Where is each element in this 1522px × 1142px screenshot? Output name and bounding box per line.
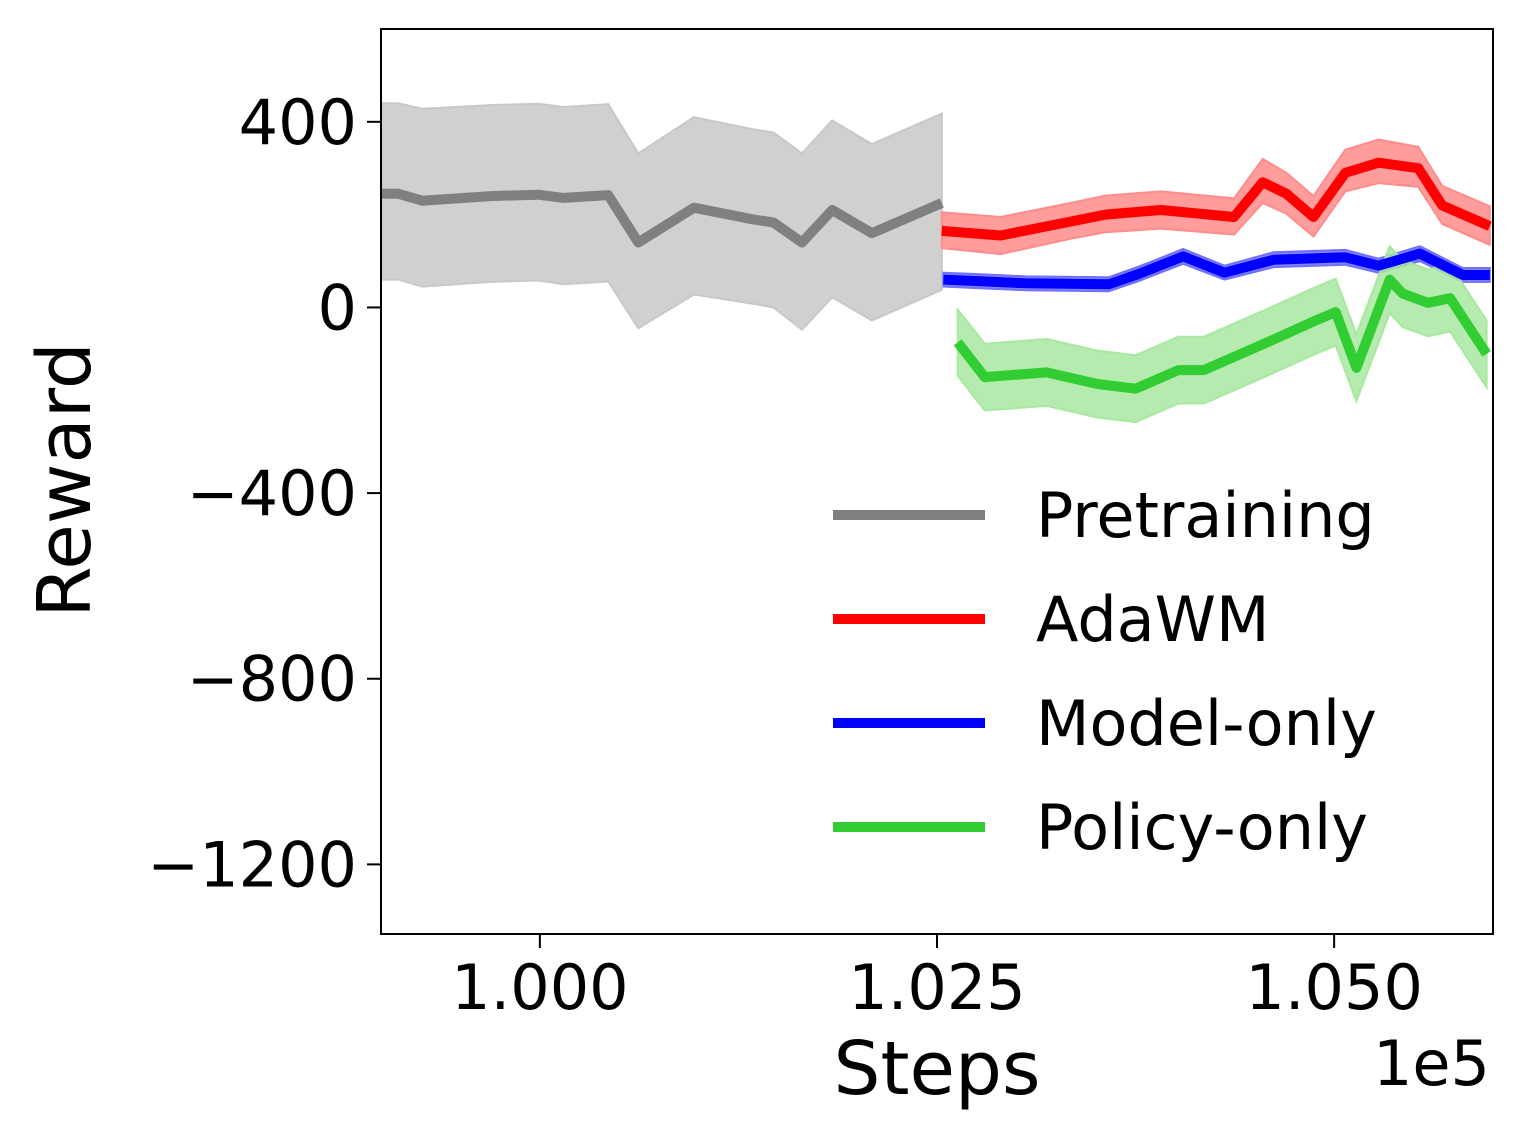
x-axis-ticks: 1.000 1.025 1.050 [451,934,1423,1024]
legend-label-pretraining: Pretraining [1036,479,1375,552]
legend-label-model-only: Model-only [1036,687,1377,760]
y-tick-label: −1200 [147,828,357,901]
y-axis-label: Reward [22,342,108,618]
y-tick-label: −400 [187,457,357,530]
series-lines [381,157,1492,394]
line-adawm [941,157,1492,241]
x-tick-label: 1.000 [451,951,629,1024]
legend-label-policy-only: Policy-only [1036,791,1368,864]
legend: Pretraining AdaWM Model-only Policy-only [833,479,1377,864]
y-tick-label: 0 [318,271,357,344]
line-pretraining [381,188,944,248]
x-axis-offset-label: 1e5 [1373,1027,1490,1100]
x-axis-label: Steps [833,1026,1040,1112]
y-tick-label: 400 [239,86,357,159]
band-adawm [940,138,1491,256]
y-axis-ticks: 400 0 −400 −800 −1200 [147,86,381,901]
y-tick-label: −800 [187,643,357,716]
line-policy-only [953,274,1491,394]
x-tick-label: 1.050 [1245,951,1423,1024]
x-tick-label: 1.025 [848,951,1026,1024]
band-pretraining [380,102,943,332]
legend-label-adawm: AdaWM [1036,583,1269,656]
line-model-only [943,248,1490,290]
